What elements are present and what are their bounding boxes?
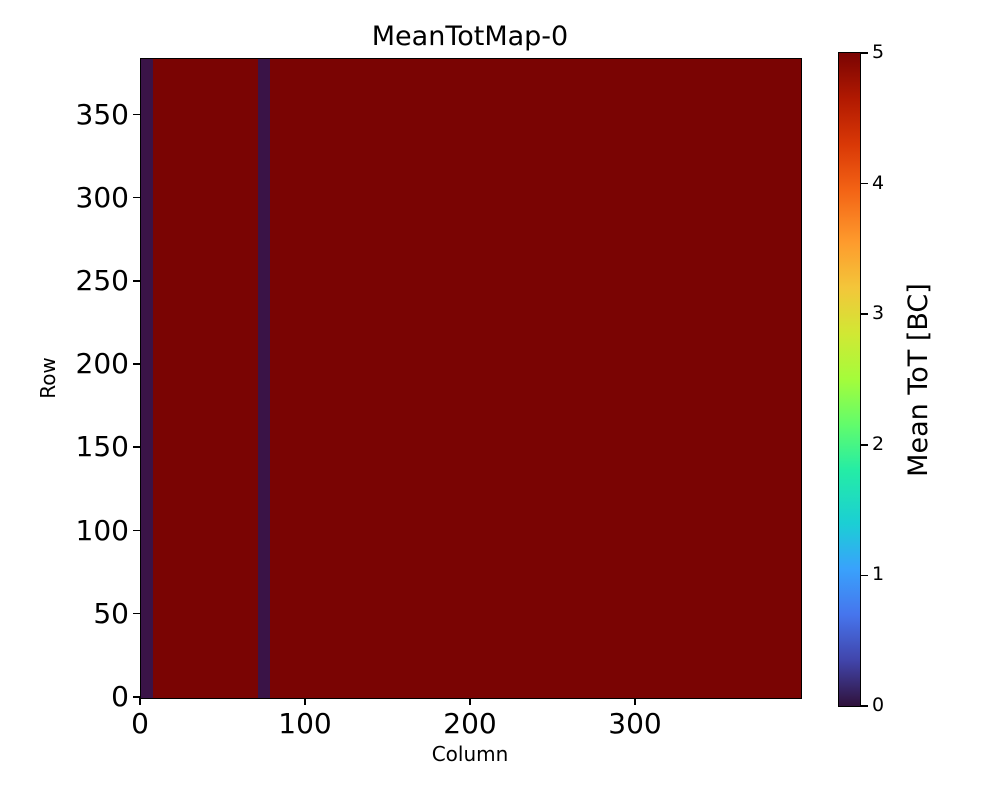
colorbar-tick-label: 3 bbox=[872, 302, 885, 325]
colorbar-gradient bbox=[839, 53, 860, 706]
chart-title: MeanTotMap-0 bbox=[371, 21, 569, 52]
colorbar-tick-label: 4 bbox=[872, 171, 885, 194]
x-tick-label: 200 bbox=[443, 707, 497, 741]
x-tick-label: 300 bbox=[608, 707, 662, 741]
y-tick-label: 0 bbox=[111, 680, 129, 713]
y-tick-label: 250 bbox=[75, 263, 129, 297]
colorbar-tick-mark bbox=[861, 313, 869, 315]
heatmap-plot-area[interactable] bbox=[140, 58, 802, 699]
y-tick-mark bbox=[133, 529, 140, 532]
heatmap-bulk-region bbox=[141, 59, 801, 698]
y-tick-label: 150 bbox=[75, 430, 129, 464]
y-tick-mark bbox=[133, 196, 140, 199]
y-tick-mark bbox=[133, 113, 140, 116]
y-axis-label: Row bbox=[36, 357, 60, 399]
colorbar-tick-mark bbox=[861, 444, 869, 446]
x-tick-label: 0 bbox=[131, 707, 149, 741]
y-tick-label: 300 bbox=[75, 180, 129, 214]
y-tick-label: 100 bbox=[75, 513, 129, 547]
colorbar-tick-label: 1 bbox=[872, 563, 885, 586]
colorbar-tick-label: 2 bbox=[872, 432, 885, 455]
x-tick-mark bbox=[304, 698, 306, 706]
y-tick-label: 200 bbox=[75, 347, 129, 381]
x-tick-mark bbox=[139, 698, 141, 706]
colorbar-label: Mean ToT [BC] bbox=[903, 283, 934, 477]
colorbar-tick-label: 0 bbox=[872, 694, 885, 716]
colorbar-tick-label: 5 bbox=[872, 41, 885, 63]
y-tick-mark bbox=[133, 279, 140, 282]
y-tick-label: 50 bbox=[93, 596, 129, 630]
y-tick-mark bbox=[133, 612, 140, 615]
x-tick-label: 100 bbox=[278, 707, 332, 741]
x-tick-mark bbox=[634, 698, 636, 706]
x-tick-mark bbox=[469, 698, 471, 706]
colorbar-tick-mark bbox=[861, 574, 869, 577]
colorbar-tick-mark bbox=[861, 52, 869, 54]
y-tick-mark bbox=[133, 446, 140, 448]
x-axis-label: Column bbox=[431, 742, 509, 766]
y-tick-label: 350 bbox=[75, 97, 129, 131]
colorbar-tick-mark bbox=[861, 705, 869, 707]
y-tick-mark bbox=[133, 363, 140, 365]
y-tick-mark bbox=[133, 696, 140, 698]
heatmap-low-band-left bbox=[141, 59, 153, 698]
heatmap-low-band-inner bbox=[258, 59, 270, 698]
colorbar[interactable]: 0 1 2 3 4 5 bbox=[838, 41, 884, 716]
colorbar-tick-mark bbox=[861, 182, 869, 185]
